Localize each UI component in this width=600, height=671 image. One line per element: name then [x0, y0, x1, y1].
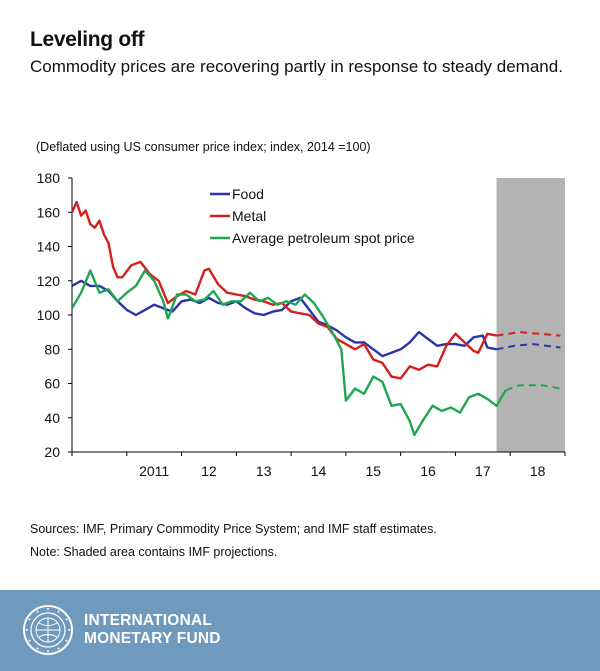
imf-logo-text: INTERNATIONAL MONETARY FUND — [84, 612, 221, 648]
petroleum-projection-line — [505, 384, 561, 392]
metal-legend-label: Metal — [232, 208, 266, 224]
sources-note: Sources: IMF, Primary Commodity Price Sy… — [30, 522, 437, 536]
chart-note: (Deflated using US consumer price index;… — [36, 140, 371, 154]
metal-projection-line — [496, 331, 561, 337]
x-tick-label: 16 — [420, 463, 436, 479]
x-tick-label: 12 — [201, 463, 217, 479]
y-tick-label: 60 — [44, 376, 60, 392]
y-tick-label: 40 — [44, 410, 60, 426]
page-title: Leveling off — [30, 28, 145, 51]
x-tick-label: 18 — [530, 463, 546, 479]
x-tick-label: 13 — [256, 463, 272, 479]
x-tick-label: 2011 — [139, 463, 169, 479]
x-tick-label: 17 — [475, 463, 491, 479]
org-line-2: MONETARY FUND — [84, 630, 221, 647]
imf-seal-icon — [23, 605, 73, 655]
food-legend-label: Food — [232, 186, 264, 202]
y-tick-label: 140 — [37, 239, 61, 255]
projection-note: Note: Shaded area contains IMF projectio… — [30, 545, 278, 559]
imf-footer: INTERNATIONAL MONETARY FUND — [0, 590, 600, 671]
y-tick-label: 160 — [37, 204, 61, 220]
commodity-price-chart: 20 40 60 80 100 120 140 160 180 2011 12 13 14 15 16 17 1… — [37, 170, 566, 479]
food-projection-line — [496, 343, 561, 351]
x-tick-label: 14 — [311, 463, 327, 479]
projection-shade — [496, 178, 565, 452]
y-tick-label: 120 — [37, 273, 61, 289]
org-line-1: INTERNATIONAL — [84, 612, 213, 629]
y-tick-label: 180 — [37, 170, 61, 186]
y-tick-label: 80 — [44, 341, 60, 357]
metal-series-line — [70, 200, 497, 380]
page-subtitle: Commodity prices are recovering partly i… — [30, 57, 563, 76]
y-tick-label: 100 — [37, 307, 61, 323]
petroleum-series-line — [70, 269, 507, 437]
petroleum-legend-label: Average petroleum spot price — [232, 230, 415, 246]
food-series-line — [71, 279, 497, 358]
y-tick-label: 20 — [44, 444, 60, 460]
x-tick-label: 15 — [365, 463, 381, 479]
